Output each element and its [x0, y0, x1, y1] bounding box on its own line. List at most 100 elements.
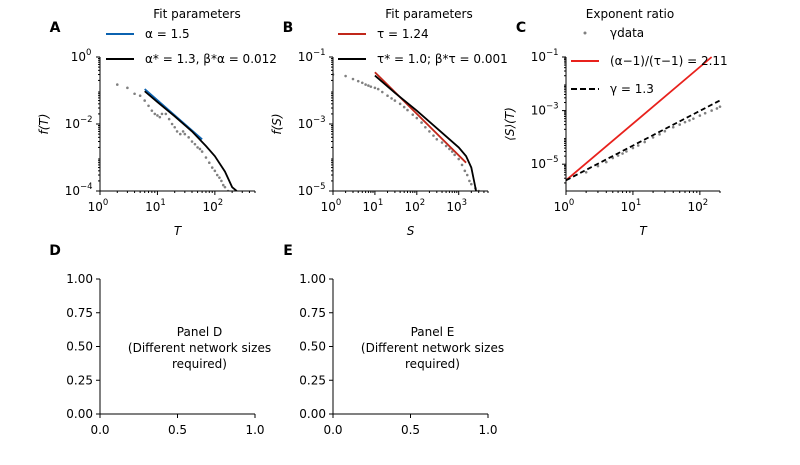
legend-label: α = 1.5 — [145, 27, 190, 41]
y-tick-label: 0.00 — [66, 407, 93, 421]
y-tick-exponent: −1 — [546, 48, 559, 58]
y-tick-label: 0.25 — [66, 373, 93, 387]
legend-label: (α−1)/(τ−1) = 2.11 — [610, 54, 728, 68]
x-axis-label: S — [407, 224, 415, 238]
y-tick-exponent: −4 — [80, 182, 93, 192]
data-point — [465, 173, 469, 177]
data-point — [386, 94, 389, 97]
placeholder-note-line: Panel E — [411, 325, 455, 339]
legend-label: γ = 1.3 — [610, 82, 654, 96]
data-point — [196, 146, 199, 149]
data-point — [428, 130, 431, 133]
fit-line — [144, 90, 238, 191]
y-tick-label: 0.25 — [299, 373, 326, 387]
data-point — [164, 112, 168, 116]
data-point — [218, 176, 221, 179]
data-point — [150, 109, 154, 112]
x-tick-label: 103 — [446, 198, 467, 214]
data-point — [631, 146, 635, 150]
placeholder-note-line: required) — [172, 357, 227, 371]
data-point — [616, 154, 620, 157]
data-point — [193, 142, 197, 146]
data-point — [143, 99, 146, 102]
data-point — [453, 153, 456, 157]
data-point — [621, 152, 624, 155]
legend-marker — [583, 31, 587, 35]
data-point — [448, 147, 451, 151]
fit-line — [566, 56, 713, 182]
y-tick-label: 10 — [298, 117, 313, 131]
data-point — [444, 144, 448, 148]
data-point — [411, 113, 415, 116]
data-point — [213, 169, 217, 173]
y-tick-label: 10 — [531, 104, 546, 118]
y-axis-label: f(T) — [37, 114, 51, 135]
data-point — [133, 92, 136, 96]
y-tick-label: 1.00 — [66, 272, 93, 286]
data-point — [221, 183, 225, 187]
data-point — [463, 169, 467, 173]
data-point — [460, 163, 464, 167]
data-point — [344, 74, 347, 78]
y-tick-label: 10 — [71, 50, 86, 64]
data-point — [415, 116, 419, 120]
data-point — [187, 136, 190, 139]
x-tick-label: 0.5 — [401, 423, 420, 437]
data-point — [398, 102, 402, 106]
placeholder-note-line: Panel D — [177, 325, 222, 339]
x-tick-label: 101 — [145, 198, 166, 214]
data-point — [683, 120, 687, 124]
data-points — [584, 105, 722, 174]
data-point — [406, 108, 409, 112]
data-point — [692, 117, 695, 120]
plot-area — [566, 56, 722, 182]
data-point — [424, 125, 427, 129]
chart-panel-e: E 0.0 0.5 1.0 0.00 0.25 0.50 0.75 1.00 Panel E (Di… — [283, 243, 504, 437]
placeholder-note-line: required) — [405, 357, 460, 371]
fit-line — [374, 71, 467, 164]
data-point — [153, 112, 157, 116]
data-point — [440, 141, 444, 144]
x-tick-label: 100 — [554, 198, 575, 214]
x-tick-label: 100 — [321, 198, 342, 214]
data-point — [204, 156, 208, 159]
legend-label: γdata — [610, 26, 644, 40]
data-point — [207, 161, 211, 164]
x-tick-label: 100 — [88, 198, 109, 214]
data-point — [584, 170, 588, 174]
data-point — [170, 122, 174, 126]
y-tick-exponent: −1 — [313, 48, 326, 58]
data-point — [147, 104, 150, 108]
x-tick-label: 101 — [363, 198, 384, 214]
x-tick-label: 1.0 — [245, 423, 264, 437]
data-point — [173, 125, 177, 129]
y-tick-exponent: −5 — [313, 182, 326, 192]
y-tick-label: 1.00 — [299, 272, 326, 286]
y-tick-label: 0.50 — [66, 340, 93, 354]
data-point — [367, 84, 370, 87]
data-point — [223, 185, 227, 189]
y-tick-exponent: −5 — [546, 155, 559, 165]
panel-label: E — [283, 243, 293, 259]
data-point — [715, 107, 719, 110]
data-point — [364, 83, 367, 86]
panel-label: C — [516, 20, 526, 36]
data-point — [369, 85, 373, 88]
y-tick-label: 10 — [298, 184, 313, 198]
data-point — [183, 132, 187, 136]
data-point — [710, 109, 713, 112]
y-tick-label: 0.75 — [299, 306, 326, 320]
data-point — [420, 121, 423, 124]
data-point — [450, 150, 454, 153]
data-point — [651, 136, 655, 139]
data-point — [210, 166, 214, 169]
y-tick-exponent: −3 — [313, 115, 326, 125]
data-point — [198, 147, 202, 151]
y-tick-label: 10 — [65, 117, 80, 131]
y-tick-label: 0.75 — [66, 306, 93, 320]
y-tick-label: 10 — [65, 184, 80, 198]
data-point — [167, 117, 171, 121]
data-point — [596, 164, 600, 168]
